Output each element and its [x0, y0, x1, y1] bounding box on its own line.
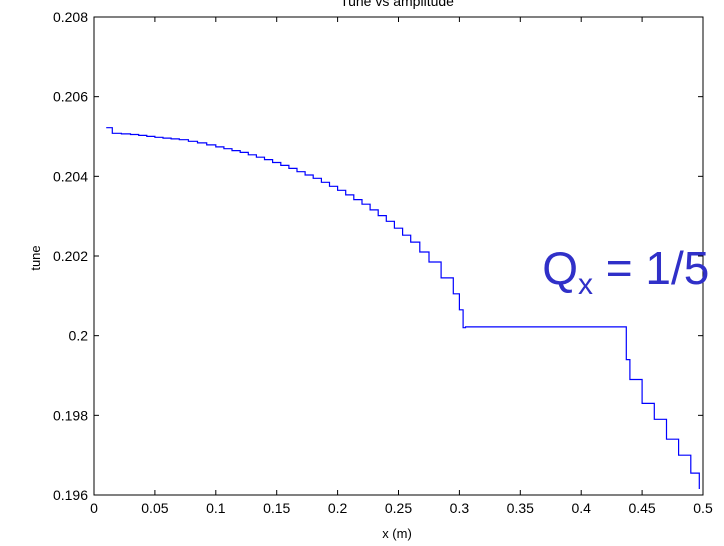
y-tick-label: 0.206 [53, 89, 88, 105]
x-tick-label: 0.1 [206, 500, 226, 516]
x-tick-label: 0.5 [693, 500, 713, 516]
x-tick-label: 0.15 [263, 500, 290, 516]
resonance-annotation: Qx = 1/5 [542, 242, 709, 301]
y-tick-label: 0.196 [53, 487, 88, 503]
x-axis-label: x (m) [382, 526, 412, 541]
tune-series-line [106, 127, 700, 489]
x-tick-label: 0.3 [450, 500, 470, 516]
x-axis: 0 0.05 0.1 0.15 0.2 0.25 0.3 0.35 0.4 0.45 0.5 [90, 17, 713, 516]
y-tick-label: 0.2 [69, 328, 89, 344]
y-tick-label: 0.208 [53, 9, 88, 25]
plot-area [93, 16, 704, 496]
annotation-subscript: x [578, 268, 593, 301]
y-axis: 0.196 0.198 0.2 0.202 0.204 0.206 0.208 [53, 9, 703, 503]
chart-title: Tune vs amplitude [340, 0, 454, 9]
y-tick-label: 0.202 [53, 248, 88, 264]
y-tick-label: 0.204 [53, 168, 88, 184]
y-tick-label: 0.198 [53, 407, 88, 423]
y-axis-label: tune [28, 245, 43, 270]
x-tick-label: 0 [90, 500, 98, 516]
x-tick-label: 0.4 [571, 500, 591, 516]
x-tick-label: 0.35 [507, 500, 534, 516]
x-tick-label: 0.05 [141, 500, 168, 516]
x-tick-label: 0.25 [385, 500, 412, 516]
x-tick-label: 0.2 [328, 500, 348, 516]
x-tick-label: 0.45 [628, 500, 655, 516]
annotation-q: Q [542, 242, 578, 294]
annotation-value: = 1/5 [593, 242, 709, 294]
